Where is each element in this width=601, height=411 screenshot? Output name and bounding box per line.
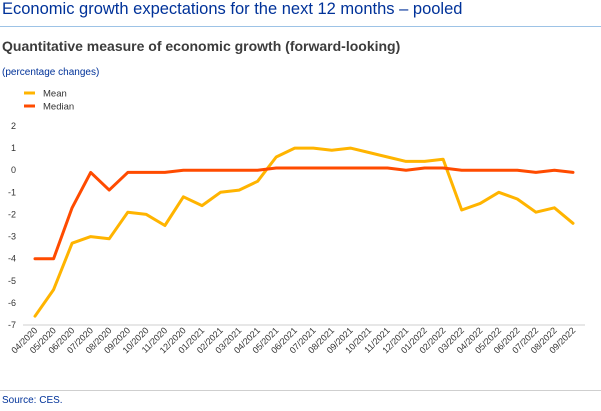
series-line-mean xyxy=(33,146,575,318)
y-tick-label: 2 xyxy=(11,121,16,131)
source-note: Source: CES. xyxy=(2,395,63,406)
title-divider xyxy=(0,26,601,27)
y-tick-label: -1 xyxy=(8,187,16,197)
legend-label-median: Median xyxy=(43,102,74,113)
y-tick-label: -2 xyxy=(8,209,16,219)
chart-subtitle: Quantitative measure of economic growth … xyxy=(2,38,401,54)
y-tick-label: 1 xyxy=(11,143,16,153)
y-tick-label: -7 xyxy=(8,320,16,330)
y-tick-label: -3 xyxy=(8,232,16,242)
series-line-median xyxy=(33,166,575,261)
chart-title: Economic growth expectations for the nex… xyxy=(2,0,463,18)
y-tick-label: -6 xyxy=(8,298,16,308)
y-tick-label: -5 xyxy=(8,276,16,286)
y-axis-units-label: (percentage changes) xyxy=(2,67,100,78)
y-tick-label: -4 xyxy=(8,254,16,264)
legend-label-mean: Mean xyxy=(43,89,67,100)
source-divider xyxy=(0,390,601,391)
y-tick-label: 0 xyxy=(11,165,16,175)
